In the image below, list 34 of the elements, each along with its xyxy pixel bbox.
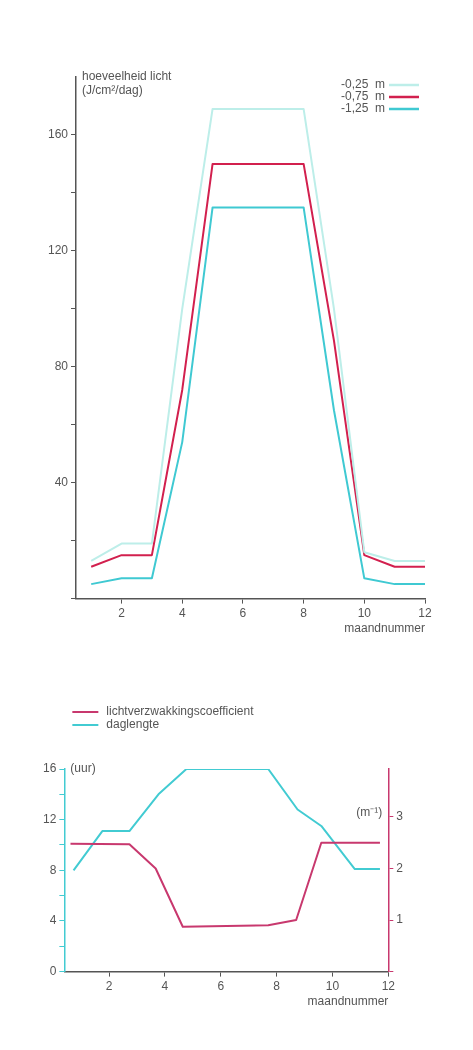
x-tick-label: 8	[273, 979, 281, 994]
y-axis-title: hoeveelheid licht (J/cm²/dag)	[82, 69, 173, 98]
x-tick-label: 4	[161, 979, 169, 994]
x-tick-label: 10	[357, 606, 372, 621]
legend-label: -1,25 m	[340, 101, 385, 116]
y-tick-label: 12	[42, 811, 57, 826]
y-tick-label: 40	[54, 475, 69, 489]
x-tick-label: 6	[239, 606, 247, 621]
legend-label: daglengte	[106, 717, 160, 732]
y-axis-title: (uur)	[70, 761, 96, 776]
y2-tick-label: 3	[396, 809, 404, 824]
legend-label: -0,75 m	[340, 89, 385, 104]
x-tick-label: 10	[325, 979, 340, 994]
x-tick-label: 2	[105, 979, 113, 994]
y-tick-label: 0	[49, 963, 57, 978]
x-axis-title: maandnummer	[344, 620, 425, 635]
x-tick-label: 12	[418, 606, 432, 621]
y-tick-label: 80	[54, 359, 69, 374]
x-tick-label: 6	[217, 979, 225, 994]
y2-tick-label: 1	[396, 912, 404, 927]
y-tick-label: 4	[49, 913, 57, 928]
x-tick-label: 12	[381, 979, 396, 994]
x-tick-label: 2	[118, 606, 126, 621]
x-tick-label: 8	[300, 606, 308, 621]
legend-label: -0,25 m	[340, 77, 385, 92]
y2-tick-label: 2	[396, 860, 404, 875]
y-tick-label: 16	[42, 761, 57, 776]
y2-axis-title: (m⁻¹)	[356, 805, 383, 820]
x-axis-title: maandnummer	[307, 993, 389, 1008]
y-tick-label: 160	[47, 127, 69, 142]
legend-label: lichtverzwakkingscoefficient	[106, 704, 255, 719]
x-tick-label: 4	[178, 606, 186, 621]
y-tick-label: 120	[47, 243, 69, 258]
y-tick-label: 8	[49, 862, 57, 877]
